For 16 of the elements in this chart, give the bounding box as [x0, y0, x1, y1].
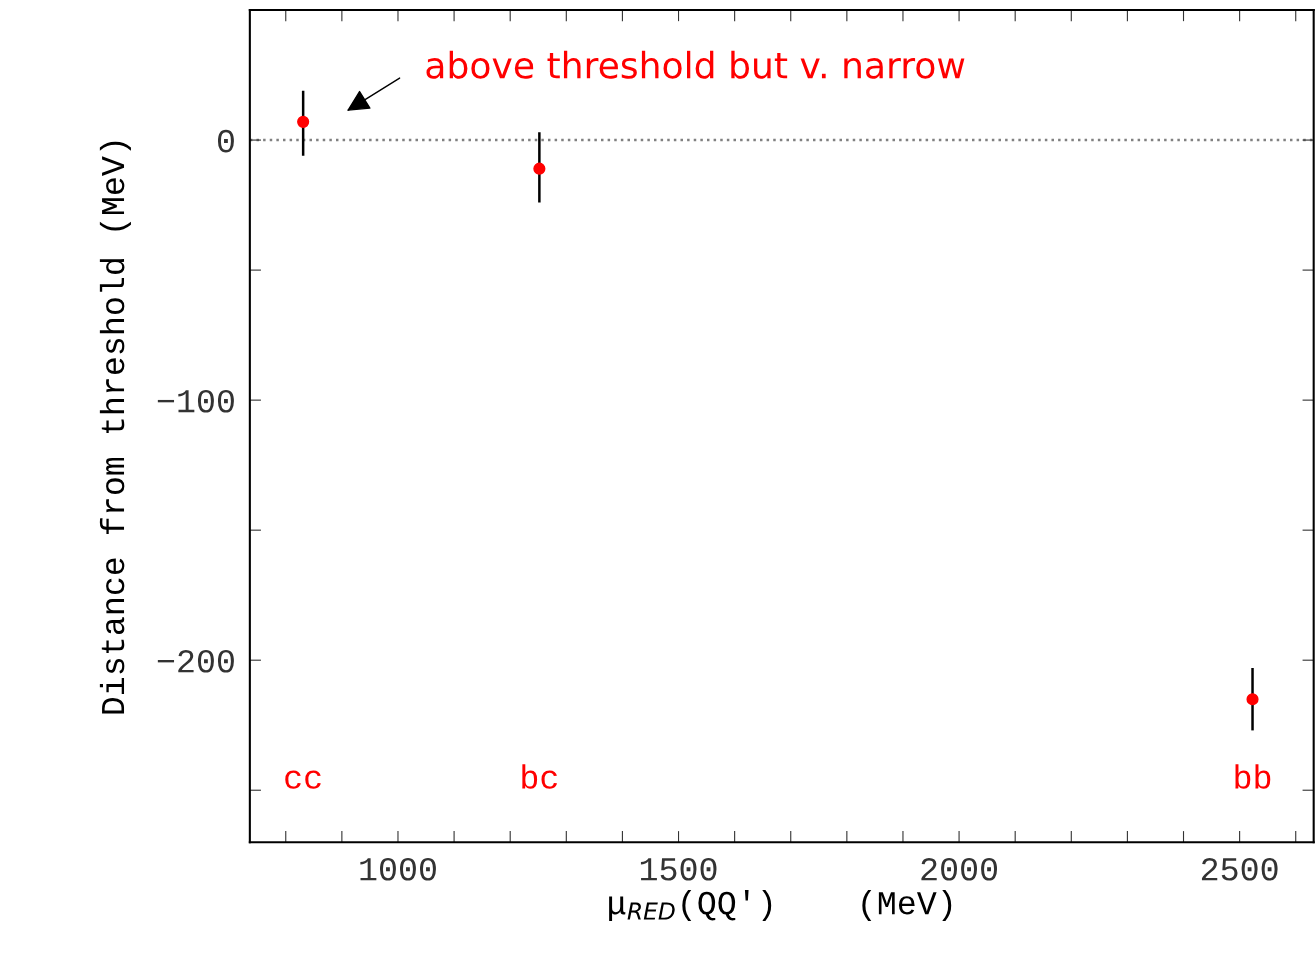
x-tick-label: 2500 — [1201, 857, 1278, 881]
y-axis-title: Distance from threshold (MeV) — [99, 141, 131, 714]
x-tick-label: 1500 — [640, 857, 717, 881]
annotation: bb — [1235, 764, 1271, 789]
x-tick-label: 1000 — [360, 857, 436, 881]
point — [533, 162, 546, 175]
y-tick-label: −100 — [157, 389, 234, 413]
point — [297, 115, 310, 128]
y-tick-label: 0 — [217, 129, 234, 153]
annotation: above threshold but v. narrow — [426, 50, 965, 79]
x-tick-label: 2000 — [921, 857, 998, 881]
annotation: cc — [285, 770, 321, 789]
x-axis-title: μ$_{RED}$(QQ′) (MeV) — [609, 889, 952, 922]
annotation: bc — [522, 764, 557, 789]
y-tick-label: −200 — [157, 649, 234, 673]
point — [1246, 693, 1259, 706]
